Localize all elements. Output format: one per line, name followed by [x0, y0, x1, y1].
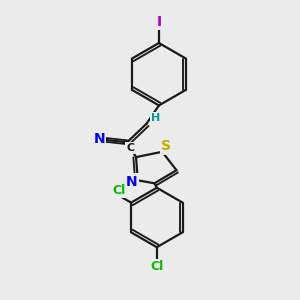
- Text: N: N: [93, 132, 105, 146]
- Text: Cl: Cl: [150, 260, 164, 273]
- Text: Cl: Cl: [112, 184, 125, 196]
- Text: H: H: [151, 113, 160, 123]
- Text: I: I: [156, 15, 161, 29]
- Text: N: N: [126, 175, 138, 188]
- Text: S: S: [161, 140, 171, 153]
- Text: C: C: [126, 143, 134, 153]
